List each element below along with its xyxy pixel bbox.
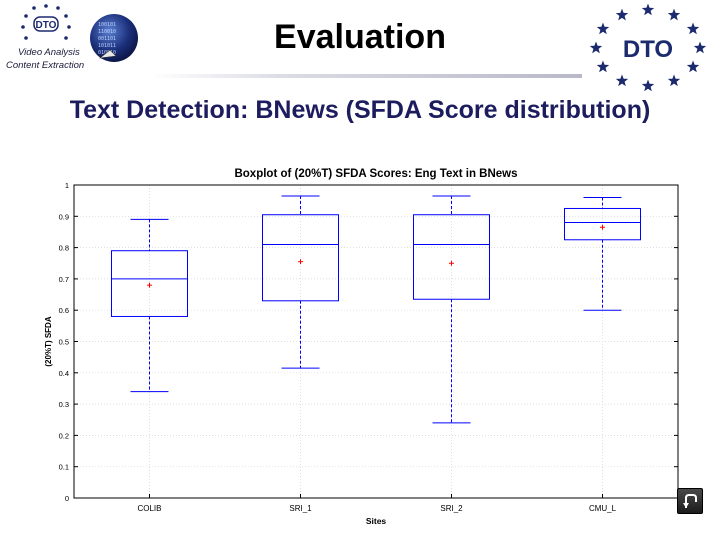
box-colib bbox=[111, 218, 188, 393]
return-button[interactable] bbox=[677, 488, 703, 514]
title-underline bbox=[150, 74, 582, 78]
slide-header: DTO 100101 110010 001101 101011 010010 V… bbox=[0, 0, 720, 92]
logo-star bbox=[667, 74, 681, 87]
y-tick-label: 0.6 bbox=[59, 306, 69, 315]
iqr-box bbox=[262, 214, 339, 302]
logo-star bbox=[596, 22, 610, 35]
y-axis-label: (20%T) SFDA bbox=[44, 316, 53, 366]
logo-star bbox=[589, 41, 603, 54]
logo-star bbox=[641, 79, 655, 92]
slide-title: Evaluation bbox=[274, 18, 446, 56]
y-tick-label: 0.3 bbox=[59, 400, 69, 409]
logo-star bbox=[667, 8, 681, 21]
iqr-box bbox=[413, 214, 490, 300]
logo-star bbox=[641, 3, 655, 16]
binary-disc bbox=[90, 14, 138, 62]
y-tick-label: 0 bbox=[65, 494, 69, 503]
x-axis-label: Sites bbox=[366, 516, 387, 526]
slide-subtitle: Text Detection: BNews (SFDA Score distri… bbox=[69, 96, 651, 124]
box-sri-2 bbox=[413, 195, 490, 424]
svg-text:110010: 110010 bbox=[98, 29, 116, 35]
x-tick-label: COLIB bbox=[137, 504, 161, 513]
logo-tagline-content: Content Extraction bbox=[6, 60, 85, 71]
iqr-box bbox=[564, 207, 641, 241]
vace-logo-graphic: DTO 100101 110010 001101 101011 010010 bbox=[21, 4, 138, 62]
svg-text:001101: 001101 bbox=[98, 36, 116, 42]
boxplot-svg: Boxplot of (20%T) SFDA Scores: Eng Text … bbox=[44, 168, 679, 526]
y-tick-label: 0.1 bbox=[59, 463, 69, 472]
grid-lines bbox=[74, 184, 678, 499]
chart-title: Boxplot of (20%T) SFDA Scores: Eng Text … bbox=[234, 168, 517, 180]
x-tick-label: CMU_L bbox=[589, 504, 617, 513]
logo-star bbox=[596, 60, 610, 73]
box-cmu-l bbox=[564, 197, 641, 311]
right-logo-text: DTO bbox=[623, 36, 673, 63]
box-sri-1 bbox=[262, 195, 339, 369]
iqr-box bbox=[111, 250, 188, 317]
y-tick-label: 0.4 bbox=[59, 369, 69, 378]
logo-star bbox=[686, 60, 700, 73]
return-arrow-icon bbox=[683, 494, 697, 508]
dto-logo-graphic: DTO bbox=[589, 3, 707, 92]
y-tick-label: 1 bbox=[65, 181, 69, 190]
logo-star bbox=[693, 41, 707, 54]
y-tick-label: 0.8 bbox=[59, 244, 69, 253]
left-star-ring bbox=[21, 4, 71, 40]
logo-tagline-video: Video Analysis bbox=[18, 47, 80, 58]
y-tick-label: 0.2 bbox=[59, 431, 69, 440]
left-logo-text: DTO bbox=[36, 20, 57, 31]
dto-logo: DTO bbox=[584, 2, 720, 92]
y-tick-label: 0.5 bbox=[59, 338, 69, 347]
logo-star bbox=[615, 8, 629, 21]
y-tick-label: 0.7 bbox=[59, 275, 69, 284]
x-tick-label: SRI_2 bbox=[440, 504, 463, 513]
y-tick-label: 0.9 bbox=[59, 212, 69, 221]
svg-text:100101: 100101 bbox=[98, 22, 116, 28]
x-tick-label: SRI_1 bbox=[289, 504, 312, 513]
logo-star bbox=[615, 74, 629, 87]
boxplot-chart: Boxplot of (20%T) SFDA Scores: Eng Text … bbox=[38, 160, 690, 528]
svg-text:101011: 101011 bbox=[98, 43, 116, 49]
right-star-ring bbox=[589, 3, 707, 92]
vace-logo: DTO 100101 110010 001101 101011 010010 V… bbox=[2, 2, 142, 74]
logo-star bbox=[686, 22, 700, 35]
